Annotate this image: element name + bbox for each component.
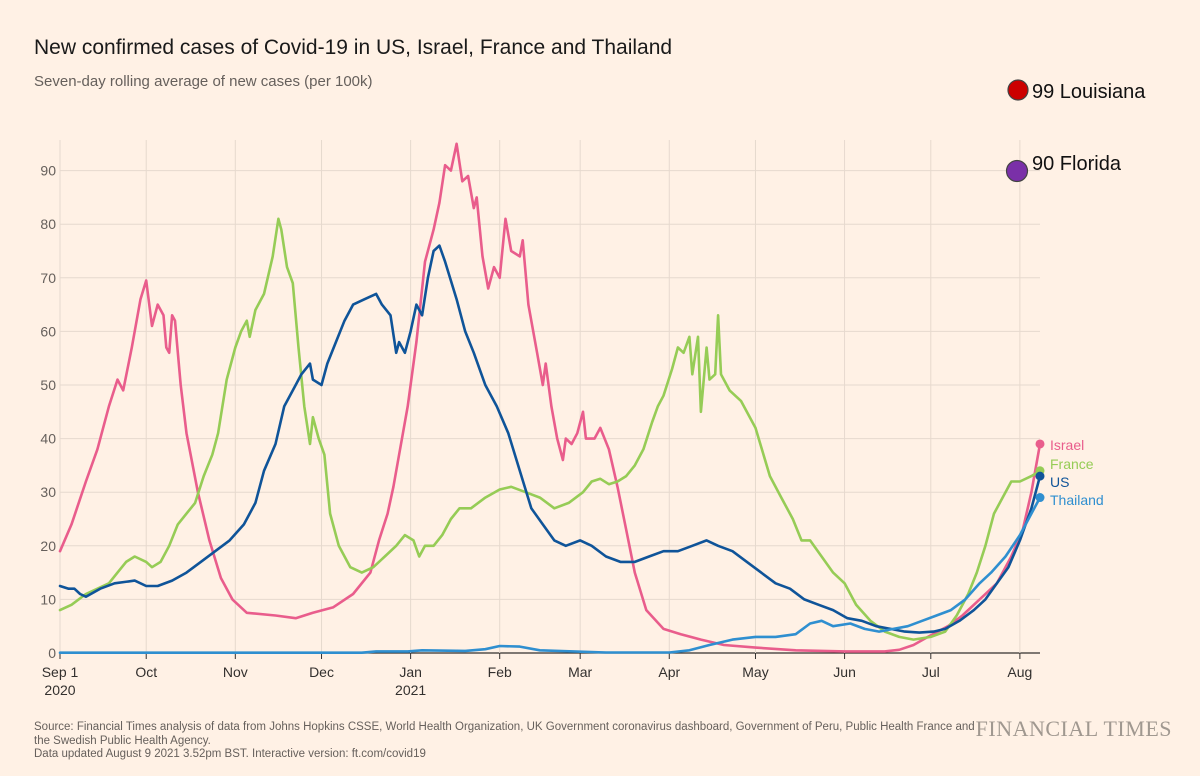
series-end-dot-thailand	[1035, 493, 1045, 503]
x-tick-label: Mar	[568, 664, 592, 680]
chart-title: New confirmed cases of Covid-19 in US, I…	[34, 36, 673, 59]
series-end-dot-israel	[1035, 439, 1045, 449]
series-label-us: US	[1050, 474, 1069, 490]
y-tick-label: 20	[40, 538, 56, 554]
series-line-thailand	[58, 496, 1042, 654]
series-end-dot-us	[1035, 471, 1045, 481]
source-line: Source: Financial Times analysis of data…	[34, 721, 975, 733]
update-line: Data updated August 9 2021 3.52pm BST. I…	[34, 748, 426, 760]
y-tick-label: 30	[40, 484, 56, 500]
x-tick-label: May	[742, 664, 768, 680]
series-line-us	[58, 244, 1042, 634]
source-line: the Swedish Public Health Agency.	[34, 734, 211, 747]
annotation-dot-florida	[1005, 159, 1029, 183]
y-tick-label: 80	[40, 216, 56, 232]
x-tick-label: Jun	[833, 664, 856, 680]
series-line-israel	[58, 142, 1042, 653]
annotation-dot-louisiana	[1007, 79, 1029, 101]
series-label-israel: Israel	[1050, 437, 1084, 453]
series-label-thailand: Thailand	[1050, 492, 1104, 508]
x-tick-label: Nov	[223, 664, 248, 680]
x-tick-label: Dec	[309, 664, 334, 680]
y-tick-label: 40	[40, 431, 56, 447]
x-tick-label: Jul	[922, 664, 940, 680]
y-tick-label: 60	[40, 323, 56, 339]
x-tick-year-label: 2021	[395, 682, 426, 698]
annotation-label: 90 Florida	[1032, 153, 1122, 175]
annotation-label: 99 Louisiana	[1032, 81, 1146, 103]
y-tick-label: 90	[40, 163, 56, 179]
chart-subtitle: Seven-day rolling average of new cases (…	[34, 73, 373, 90]
brand-logo: FINANCIAL TIMES	[975, 716, 1172, 741]
x-tick-year-label: 2020	[44, 682, 75, 698]
source-note: Source: Financial Times analysis of data…	[34, 721, 994, 762]
x-tick-label: Sep 1	[42, 664, 79, 680]
y-tick-label: 10	[40, 591, 56, 607]
x-tick-label: Oct	[135, 664, 157, 680]
series-label-france: France	[1050, 456, 1094, 472]
y-tick-label: 50	[40, 377, 56, 393]
y-tick-label: 70	[40, 270, 56, 286]
x-tick-label: Apr	[658, 664, 680, 680]
x-tick-label: Aug	[1007, 664, 1032, 680]
x-tick-label: Jan	[399, 664, 422, 680]
y-tick-label: 0	[48, 645, 56, 661]
x-tick-label: Feb	[488, 664, 512, 680]
series-line-france	[58, 217, 1042, 641]
